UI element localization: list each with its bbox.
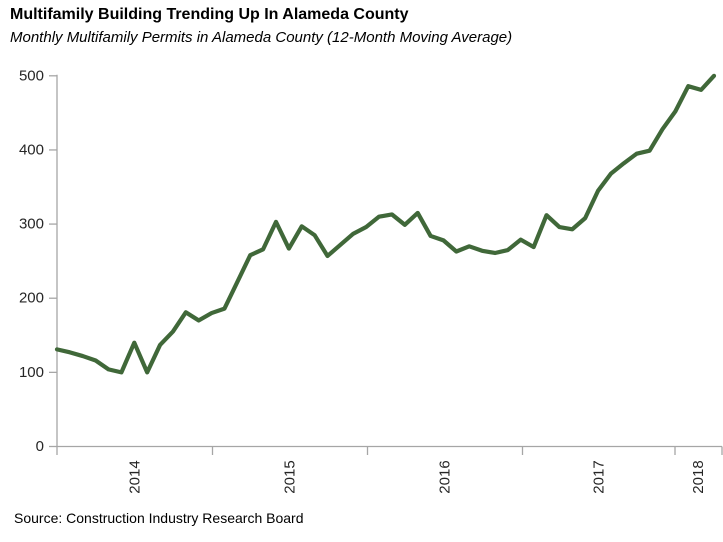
chart-subtitle: Monthly Multifamily Permits in Alameda C… — [10, 29, 513, 46]
chart-title: Multifamily Building Trending Up In Alam… — [10, 6, 409, 23]
y-tick-label: 0 — [36, 438, 44, 455]
y-tick-label: 200 — [19, 290, 44, 307]
x-year-label: 2016 — [437, 460, 454, 493]
x-year-label: 2014 — [126, 460, 143, 493]
y-tick-label: 400 — [19, 141, 44, 158]
x-year-label: 2017 — [590, 460, 607, 493]
source-note: Source: Construction Industry Research B… — [14, 510, 304, 526]
x-year-label: 2015 — [282, 460, 299, 493]
series-line — [54, 73, 717, 375]
y-tick-label: 500 — [19, 67, 44, 84]
y-tick-label: 100 — [19, 364, 44, 381]
x-year-label: 2018 — [690, 460, 707, 493]
y-tick-label: 300 — [19, 216, 44, 233]
